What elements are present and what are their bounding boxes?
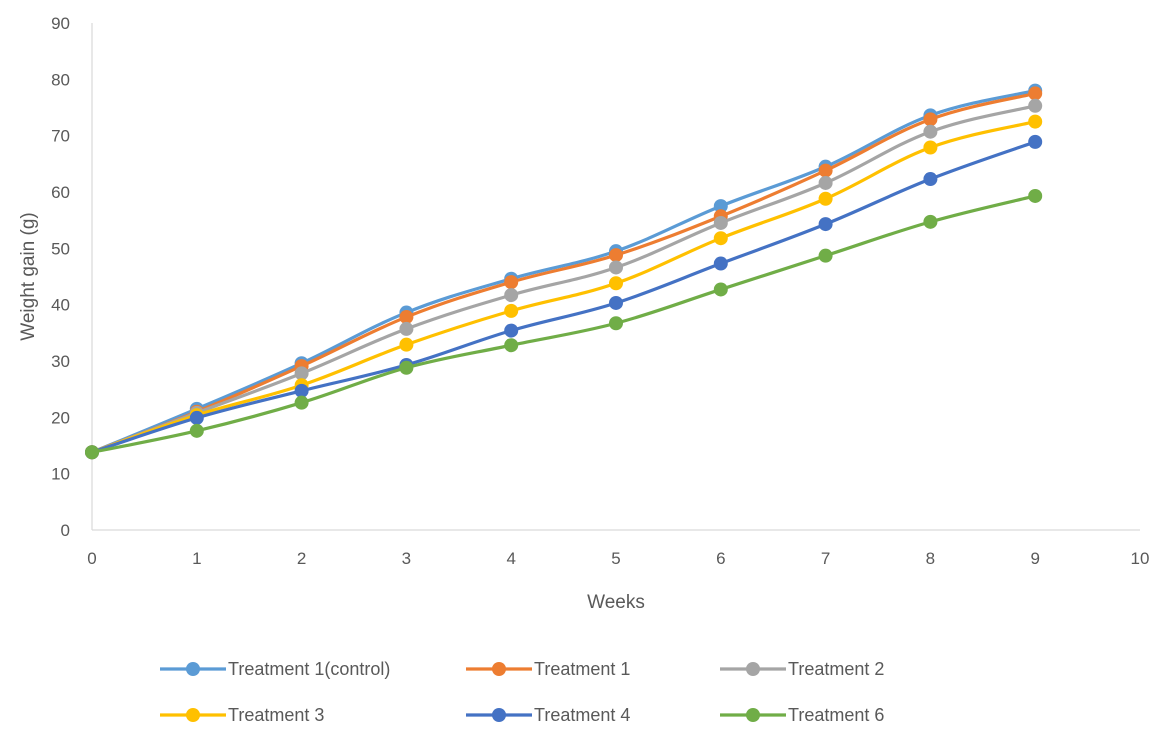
series-line bbox=[91, 120, 1036, 454]
data-point bbox=[609, 295, 623, 310]
data-point bbox=[609, 248, 623, 263]
x-tick-label: 0 bbox=[87, 549, 96, 568]
series-6 bbox=[85, 188, 1043, 460]
data-point bbox=[399, 337, 414, 352]
x-tick-label: 1 bbox=[192, 549, 201, 568]
legend-marker bbox=[746, 708, 760, 722]
y-tick-label: 70 bbox=[51, 127, 70, 146]
data-point bbox=[923, 112, 938, 127]
data-point bbox=[504, 288, 519, 303]
series-line bbox=[91, 194, 1036, 454]
data-point bbox=[189, 410, 204, 425]
x-tick-label: 3 bbox=[402, 549, 411, 568]
y-tick-label: 80 bbox=[51, 70, 70, 89]
y-tick-label: 20 bbox=[51, 408, 70, 427]
data-point bbox=[399, 321, 414, 336]
x-tick-label: 10 bbox=[1131, 549, 1150, 568]
data-point bbox=[1028, 98, 1043, 113]
data-point bbox=[713, 215, 728, 230]
data-point bbox=[818, 163, 833, 178]
data-point bbox=[818, 175, 833, 190]
series-1 bbox=[85, 83, 1043, 460]
data-point bbox=[1028, 188, 1043, 203]
data-point bbox=[85, 445, 99, 460]
data-point bbox=[1028, 114, 1043, 129]
legend-marker bbox=[492, 662, 506, 676]
legend-marker bbox=[186, 708, 200, 722]
series-line bbox=[91, 91, 1036, 454]
data-point bbox=[609, 316, 623, 331]
y-axis-title: Weight gain (g) bbox=[18, 212, 39, 341]
y-tick-label: 60 bbox=[51, 183, 70, 202]
data-point bbox=[399, 310, 414, 325]
data-point bbox=[713, 256, 728, 271]
data-point bbox=[818, 248, 833, 263]
legend-item: Treatment 1 bbox=[466, 659, 630, 679]
x-tick-label: 4 bbox=[506, 549, 515, 568]
legend-label: Treatment 6 bbox=[788, 705, 884, 725]
data-point bbox=[1028, 134, 1043, 149]
data-point bbox=[294, 366, 309, 381]
legend-label: Treatment 2 bbox=[788, 659, 884, 679]
y-tick-label: 10 bbox=[51, 465, 70, 484]
data-point bbox=[713, 199, 728, 214]
y-tick-label: 50 bbox=[51, 239, 70, 258]
data-point bbox=[504, 275, 519, 290]
legend-label: Treatment 1(control) bbox=[228, 659, 390, 679]
data-point bbox=[713, 231, 728, 246]
x-axis-title: Weeks bbox=[587, 592, 645, 613]
data-point bbox=[923, 214, 938, 229]
data-point bbox=[818, 191, 833, 206]
x-tick-label: 7 bbox=[821, 549, 830, 568]
legend-item: Treatment 3 bbox=[160, 705, 324, 725]
legend-item: Treatment 4 bbox=[466, 705, 630, 725]
data-point bbox=[818, 217, 833, 232]
legend-item: Treatment 6 bbox=[720, 705, 884, 725]
x-tick-label: 6 bbox=[716, 549, 725, 568]
data-point bbox=[713, 282, 728, 297]
data-point bbox=[923, 172, 938, 187]
data-point bbox=[504, 323, 519, 338]
legend-marker bbox=[746, 662, 760, 676]
series-2 bbox=[85, 86, 1043, 460]
legend-label: Treatment 1 bbox=[534, 659, 630, 679]
data-point bbox=[1028, 86, 1043, 101]
data-point bbox=[609, 260, 623, 275]
legend-item: Treatment 2 bbox=[720, 659, 884, 679]
series-5 bbox=[85, 134, 1043, 460]
data-point bbox=[399, 360, 414, 375]
axes: 0 10 20 30 40 50 60 70 80 90 0 1 2 3 4 5 6 7 8 9 10 bbox=[51, 14, 1149, 568]
x-tick-label: 8 bbox=[926, 549, 935, 568]
series-line bbox=[91, 140, 1036, 454]
y-tick-label: 30 bbox=[51, 352, 70, 371]
plot-area bbox=[85, 83, 1043, 460]
y-tick-label: 90 bbox=[51, 14, 70, 33]
data-point bbox=[923, 124, 938, 139]
series-line bbox=[91, 89, 1036, 454]
data-point bbox=[609, 276, 623, 291]
legend-label: Treatment 3 bbox=[228, 705, 324, 725]
data-point bbox=[504, 303, 519, 318]
legend-marker bbox=[186, 662, 200, 676]
legend-marker bbox=[492, 708, 506, 722]
legend-label: Treatment 4 bbox=[534, 705, 630, 725]
x-tick-label: 5 bbox=[611, 549, 620, 568]
series-line bbox=[91, 104, 1036, 454]
data-point bbox=[189, 423, 204, 438]
data-point bbox=[294, 383, 309, 398]
data-point bbox=[504, 338, 519, 353]
data-point bbox=[294, 395, 309, 410]
x-tick-label: 9 bbox=[1030, 549, 1039, 568]
legend-item: Treatment 1(control) bbox=[160, 659, 390, 679]
y-tick-label: 40 bbox=[51, 296, 70, 315]
x-tick-label: 2 bbox=[297, 549, 306, 568]
legend: Treatment 1(control) Treatment 1 Treatment… bbox=[160, 659, 884, 725]
y-tick-label: 0 bbox=[61, 521, 70, 540]
data-point bbox=[923, 140, 938, 155]
